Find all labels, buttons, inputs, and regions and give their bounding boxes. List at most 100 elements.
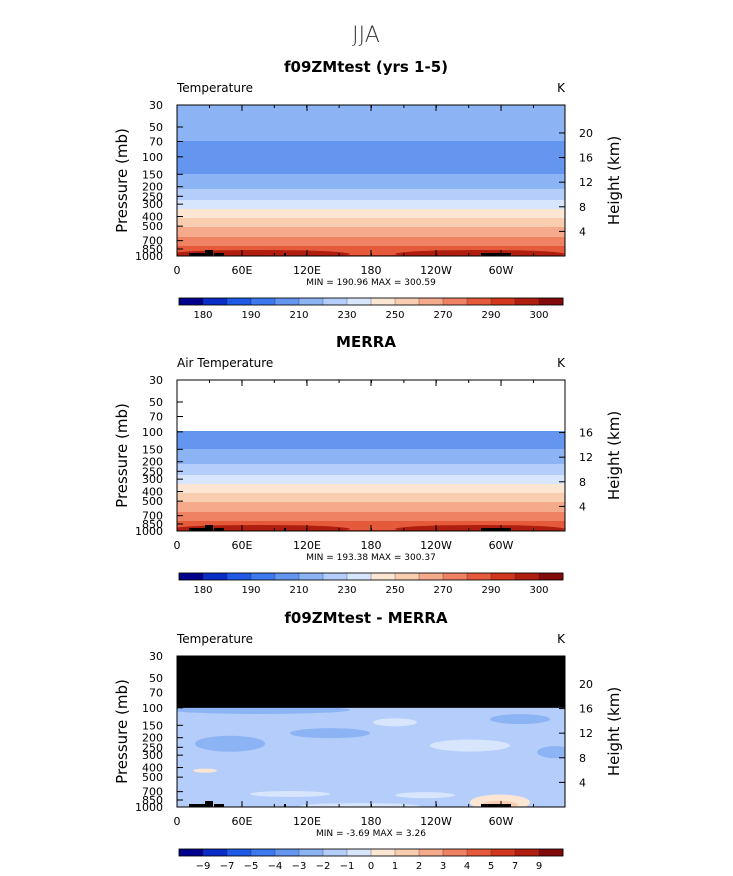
- contour-band: [177, 212, 565, 214]
- contour-band: [177, 156, 565, 158]
- colorbar-swatch: [226, 297, 252, 306]
- contour-band: [177, 469, 565, 471]
- contour-band: [177, 463, 565, 465]
- x-tick-label: 60W: [489, 815, 514, 828]
- contour-band: [177, 249, 565, 251]
- contour-band: [177, 492, 565, 494]
- contour-band: [177, 204, 565, 206]
- colorbar-swatch: [346, 297, 372, 306]
- x-tick-label: 60W: [489, 539, 514, 552]
- contour-band: [177, 242, 565, 244]
- contour-band: [177, 489, 565, 491]
- contour-band: [177, 148, 565, 150]
- height-tick-label: 12: [579, 451, 593, 464]
- colorbar-swatch: [370, 297, 396, 306]
- contour-band: [177, 500, 565, 502]
- pressure-tick-label: 1000: [135, 525, 163, 538]
- y-axis-label: Pressure (mb): [113, 128, 131, 233]
- topography: [214, 528, 224, 531]
- contour-band: [177, 524, 565, 526]
- contour-band: [177, 510, 565, 512]
- pressure-tick-label: 850: [142, 243, 163, 256]
- masked-region: [177, 656, 565, 708]
- contour-band: [177, 234, 565, 236]
- panel-units: K: [557, 356, 566, 370]
- pressure-tick-label: 700: [142, 510, 163, 523]
- colorbar-swatch: [178, 297, 204, 306]
- contour-band: [177, 471, 565, 473]
- contour-band: [177, 431, 565, 433]
- contour-band: [177, 239, 565, 241]
- pressure-tick-label: 70: [149, 686, 163, 699]
- contour-band: [177, 238, 565, 240]
- contour-band: [177, 116, 565, 118]
- colorbar-swatch: [274, 848, 300, 857]
- contour-band: [177, 461, 565, 463]
- contour-band: [177, 158, 565, 160]
- contour-band: [177, 197, 565, 199]
- x-tick-label: 120W: [420, 264, 452, 277]
- contour-band: [177, 495, 565, 497]
- contour-band: [177, 213, 565, 215]
- contour-band: [177, 199, 565, 201]
- colorbar-label: 0: [368, 861, 374, 872]
- colorbar-swatch: [226, 848, 252, 857]
- contour-band: [195, 735, 265, 752]
- contour-band: [177, 246, 565, 248]
- colorbar-swatch: [490, 572, 516, 581]
- contour-band: [177, 211, 565, 213]
- contour-band: [177, 123, 565, 125]
- contour-band: [177, 152, 565, 154]
- contour-band: [177, 216, 565, 218]
- height-tick-label: 8: [579, 752, 586, 765]
- contour-band: [177, 164, 565, 166]
- pressure-tick-label: 400: [142, 486, 163, 499]
- contour-band: [177, 140, 565, 142]
- contour-band: [177, 512, 565, 514]
- pressure-tick-label: 700: [142, 786, 163, 799]
- colorbar-swatch: [466, 848, 492, 857]
- contour-band: [177, 235, 565, 237]
- contour-band: [177, 219, 565, 221]
- contour-band: [177, 117, 565, 119]
- contour-band: [177, 207, 565, 209]
- contour-band: [177, 149, 565, 151]
- contour-band: [177, 521, 565, 523]
- pressure-tick-label: 1000: [135, 801, 163, 814]
- contour-band: [177, 174, 565, 176]
- contour-band: [177, 187, 565, 189]
- contour-band: [177, 479, 565, 481]
- x-tick-label: 60W: [489, 264, 514, 277]
- contour-band: [177, 448, 565, 450]
- contour-band: [177, 433, 565, 435]
- contour-band: [177, 215, 565, 217]
- pressure-tick-label: 70: [149, 135, 163, 148]
- colorbar-swatch: [346, 572, 372, 581]
- contour-band: [177, 144, 565, 146]
- contour-band: [177, 202, 565, 204]
- contour-band: [177, 203, 565, 205]
- pressure-tick-label: 400: [142, 762, 163, 775]
- x-tick-label: 0: [174, 539, 181, 552]
- contour-band: [177, 177, 565, 179]
- contour-band: [177, 205, 565, 207]
- contour-band: [177, 470, 565, 472]
- contour-band: [177, 457, 565, 459]
- contour-band: [177, 159, 565, 161]
- contour-band: [177, 182, 565, 184]
- contour-band: [177, 436, 565, 438]
- contour-band: [177, 460, 565, 462]
- min-max-stats: MIN = 190.96 MAX = 300.59: [306, 278, 436, 288]
- contour-band: [177, 171, 565, 173]
- contour-band: [177, 230, 565, 232]
- contour-band: [177, 189, 565, 191]
- height-tick-label: 16: [579, 152, 593, 165]
- contour-band: [177, 247, 565, 249]
- contour-band: [177, 468, 565, 470]
- contour-band: [177, 163, 565, 165]
- contour-band: [177, 487, 565, 489]
- contour-band: [177, 233, 565, 235]
- contour-band: [177, 141, 565, 143]
- contour-band: [177, 452, 565, 454]
